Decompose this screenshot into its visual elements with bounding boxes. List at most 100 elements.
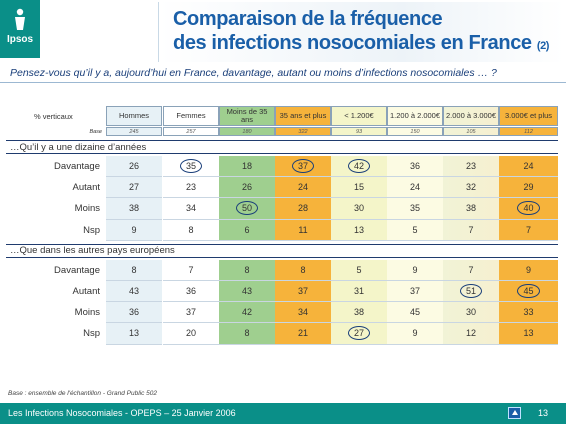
cell-value: 34: [297, 307, 308, 318]
table-cell: 42: [219, 302, 275, 324]
footer-text: Les Infections Nosocomiales - OPEPS – 25…: [8, 408, 236, 418]
row-label: Autant: [72, 182, 100, 194]
cell-value: 27: [128, 182, 139, 193]
cell-value: 28: [297, 203, 308, 214]
cell-value: 9: [412, 264, 418, 275]
row-label: Autant: [72, 286, 100, 298]
cell-value: 23: [185, 182, 196, 193]
cell-value: 7: [188, 264, 194, 275]
table-cell: 20: [163, 323, 219, 345]
cell-value: 12: [465, 328, 476, 339]
cell-value: 38: [465, 203, 476, 214]
column-header: Hommes: [106, 106, 162, 126]
table-cell: 18: [219, 156, 275, 178]
column-header: 35 ans et plus: [275, 106, 331, 126]
cell-value: 13: [523, 328, 534, 339]
cell-value: 38: [128, 203, 139, 214]
table-cell: 8: [275, 259, 331, 281]
table-cell: 9: [387, 259, 443, 281]
cell-value: 45: [409, 307, 420, 318]
base-value: 93: [331, 127, 387, 136]
cell-value: 15: [353, 182, 364, 193]
table-cell: 24: [499, 156, 558, 178]
table-cell: 27: [106, 177, 162, 199]
row-label: Davantage: [54, 264, 100, 276]
base-value: 112: [499, 127, 558, 136]
row-label: Moins: [74, 307, 100, 319]
cell-value: 18: [241, 161, 252, 172]
table-cell: 34: [163, 198, 219, 220]
page-number: 13: [538, 408, 549, 418]
table-cell: 8: [219, 259, 275, 281]
table-cell: 6: [219, 219, 275, 241]
base-value: 180: [219, 127, 275, 136]
footer-bar: Les Infections Nosocomiales - OPEPS – 25…: [0, 403, 566, 424]
table-cell: 12: [443, 323, 499, 345]
table-cell: 30: [331, 198, 387, 220]
cell-value: 8: [131, 264, 137, 275]
table-header-row: % verticaux Hommes Femmes Moins de 35 ans 35…: [6, 106, 558, 126]
circled-value: 37: [291, 159, 314, 174]
home-icon[interactable]: [508, 407, 521, 419]
table-cell: 37: [163, 302, 219, 324]
table-cell: 36: [387, 156, 443, 178]
cell-value: 24: [297, 182, 308, 193]
table-cell: 8: [163, 219, 219, 241]
cell-value: 37: [185, 307, 196, 318]
column-header: 1.200 à 2.000€: [387, 106, 443, 126]
row-label: Nsp: [83, 224, 100, 236]
cell-value: 7: [468, 224, 474, 235]
base-value: 322: [275, 127, 331, 136]
title-box: Comparaison de la fréquence des infectio…: [158, 2, 564, 62]
page-title-suffix: (2): [536, 40, 550, 52]
cell-value: 24: [409, 182, 420, 193]
table-cell: 11: [275, 219, 331, 241]
cell-value: 43: [241, 286, 252, 297]
table-row: Moins 38 34 50 28 30 35 38 40: [6, 198, 558, 220]
table-cell: 9: [499, 259, 558, 281]
table-cell: 7: [443, 219, 499, 241]
cell-value: 8: [244, 264, 250, 275]
logo-bar: Ipsos: [0, 0, 40, 58]
cell-value: 34: [185, 203, 196, 214]
table-cell: 29: [499, 177, 558, 199]
cell-value: 8: [188, 224, 194, 235]
table-cell: 8: [106, 259, 162, 281]
table-cell: 38: [443, 198, 499, 220]
table-cell: 33: [499, 302, 558, 324]
cell-value: 5: [412, 224, 418, 235]
table-cell: 15: [331, 177, 387, 199]
table-cell: 24: [275, 177, 331, 199]
table-cell: 32: [443, 177, 499, 199]
table-cell: 8: [219, 323, 275, 345]
cell-value: 21: [297, 328, 308, 339]
base-value: 105: [443, 127, 499, 136]
table-row: Moins 36 37 42 34 38 45 30 33: [6, 302, 558, 324]
table-cell: 35: [163, 156, 219, 178]
table-cell: 38: [331, 302, 387, 324]
cell-value: 37: [297, 286, 308, 297]
base-value: 257: [163, 127, 219, 136]
table-cell: 34: [275, 302, 331, 324]
cell-value: 26: [128, 161, 139, 172]
cell-value: 9: [131, 224, 137, 235]
table-cell: 43: [106, 281, 162, 303]
section-title: …Que dans les autres pays européens: [6, 243, 558, 258]
table-row: Autant 43 36 43 37 31 37 51 45: [6, 281, 558, 303]
circled-value: 40: [517, 201, 540, 216]
ipsos-logo: Ipsos: [4, 6, 36, 50]
table-cell: 5: [387, 219, 443, 241]
table-cell: 27: [331, 323, 387, 345]
cell-value: 33: [523, 307, 534, 318]
column-header: Femmes: [163, 106, 219, 126]
page-title-line1: Comparaison de la fréquence: [173, 8, 443, 30]
cell-value: 32: [465, 182, 476, 193]
cell-value: 37: [409, 286, 420, 297]
table-cell: 5: [331, 259, 387, 281]
cell-value: 13: [128, 328, 139, 339]
table-cell: 21: [275, 323, 331, 345]
cell-value: 13: [353, 224, 364, 235]
survey-question: Pensez-vous qu’il y a, aujourd’hui en Fr…: [10, 67, 497, 79]
table-corner-label: % verticaux: [34, 111, 73, 121]
table-cell: 43: [219, 281, 275, 303]
